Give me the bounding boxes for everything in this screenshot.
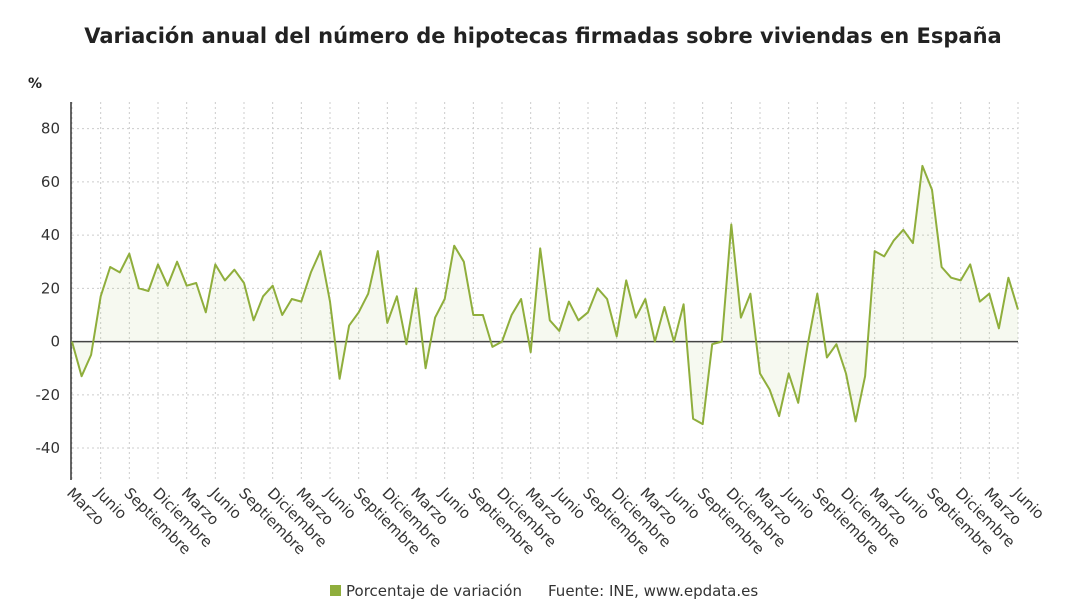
y-tick-label: 40 [41, 226, 60, 244]
line [71, 164, 1019, 426]
source: Fuente: INE, www.epdata.es [548, 582, 758, 600]
legend-swatch [330, 585, 341, 596]
y-tick-label: -40 [36, 439, 61, 457]
y-tick-label: 60 [41, 173, 60, 191]
chart-title: Variación anual del número de hipotecas … [84, 24, 1001, 48]
y-tick-label: -20 [36, 386, 61, 404]
legend-label: Porcentaje de variación [346, 582, 522, 600]
y-tick-label: 0 [50, 333, 60, 351]
area [72, 165, 1018, 425]
y-tick-label: 80 [41, 120, 60, 138]
y-axis-label: % [28, 76, 42, 92]
y-tick-label: 20 [41, 279, 60, 297]
